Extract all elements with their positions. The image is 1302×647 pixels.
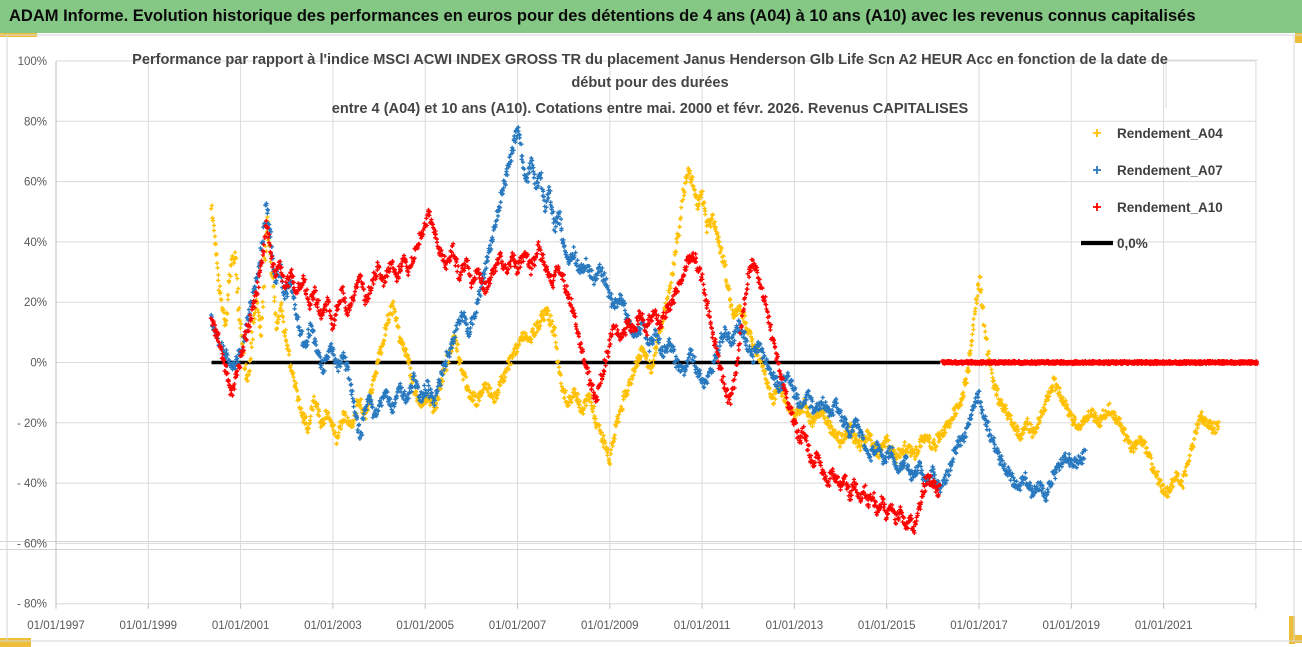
legend-label: Rendement_A10 bbox=[1117, 200, 1223, 215]
gold-frame-top-left bbox=[0, 31, 37, 37]
y-axis-label: - 40% bbox=[17, 478, 47, 490]
legend-plus-marker-icon bbox=[1093, 166, 1101, 174]
y-axis-label: 60% bbox=[24, 177, 47, 189]
gold-frame-bottom-left bbox=[0, 638, 31, 647]
x-axis-label: 01/01/2013 bbox=[766, 620, 824, 632]
x-axis-label: 01/01/1999 bbox=[120, 620, 178, 632]
x-axis-label: 01/01/2015 bbox=[858, 620, 916, 632]
series-rendement-a10 bbox=[208, 207, 943, 535]
y-axis-label: 100% bbox=[18, 56, 47, 68]
legend-item-rendement-a07: Rendement_A07 bbox=[1093, 163, 1223, 178]
gold-frame-bottom-right-h bbox=[1289, 635, 1302, 643]
chart-title-line2: début pour des durées bbox=[571, 75, 728, 91]
y-axis-label: 0% bbox=[30, 358, 47, 370]
x-axis-label: 01/01/1997 bbox=[27, 620, 85, 632]
y-axis-label: 40% bbox=[24, 237, 47, 249]
legend-item-rendement-a10: Rendement_A10 bbox=[1093, 200, 1223, 215]
chart-legend: Rendement_A04 Rendement_A07 Rendement_A10 0… bbox=[1081, 126, 1223, 251]
x-axis-label: 01/01/2017 bbox=[950, 620, 1008, 632]
x-axis-label: 01/01/2005 bbox=[396, 620, 454, 632]
chart-title-line1: Performance par rapport à l'indice MSCI … bbox=[132, 52, 1168, 68]
chart-title-line3: entre 4 (A04) et 10 ans (A10). Cotations… bbox=[332, 101, 969, 117]
x-axis-label: 01/01/2003 bbox=[304, 620, 362, 632]
legend-label: Rendement_A07 bbox=[1117, 163, 1223, 178]
series-rendement-a07 bbox=[209, 125, 1088, 503]
legend-plus-marker-icon bbox=[1093, 129, 1101, 137]
gold-frame-bottom-right-v bbox=[1289, 616, 1295, 644]
y-axis-label: - 80% bbox=[17, 599, 47, 611]
y-axis-label: - 20% bbox=[17, 418, 47, 430]
chart-axes: 100% 80% 60% 40% 20% 0% - 20% - 40% - 60% - 80% 01… bbox=[17, 56, 1192, 632]
legend-item-0-0-: 0,0% bbox=[1081, 236, 1148, 251]
legend-label: Rendement_A04 bbox=[1117, 126, 1223, 141]
x-axis-label: 01/01/2021 bbox=[1135, 620, 1193, 632]
chart-series bbox=[208, 125, 1260, 535]
x-axis-label: 01/01/2011 bbox=[674, 620, 731, 632]
gold-frame-top-right bbox=[1295, 29, 1302, 43]
chart-title: Performance par rapport à l'indice MSCI … bbox=[132, 52, 1168, 117]
x-axis-label: 01/01/2019 bbox=[1043, 620, 1101, 632]
legend-plus-marker-icon bbox=[1093, 203, 1101, 211]
header-title: ADAM Informe. Evolution historique des p… bbox=[9, 7, 1196, 25]
x-axis-label: 01/01/2007 bbox=[489, 620, 547, 632]
x-axis-label: 01/01/2009 bbox=[581, 620, 639, 632]
legend-item-rendement-a04: Rendement_A04 bbox=[1093, 126, 1223, 141]
y-axis-label: 80% bbox=[24, 116, 47, 128]
x-axis-label: 01/01/2001 bbox=[212, 620, 270, 632]
y-axis-label: - 60% bbox=[17, 538, 47, 550]
series-rendement-a10-flat-zero-markers bbox=[940, 358, 1260, 367]
y-axis-label: 20% bbox=[24, 297, 47, 309]
chart-frame bbox=[0, 34, 1302, 642]
header-bar: ADAM Informe. Evolution historique des p… bbox=[0, 0, 1302, 33]
legend-label: 0,0% bbox=[1117, 236, 1148, 251]
